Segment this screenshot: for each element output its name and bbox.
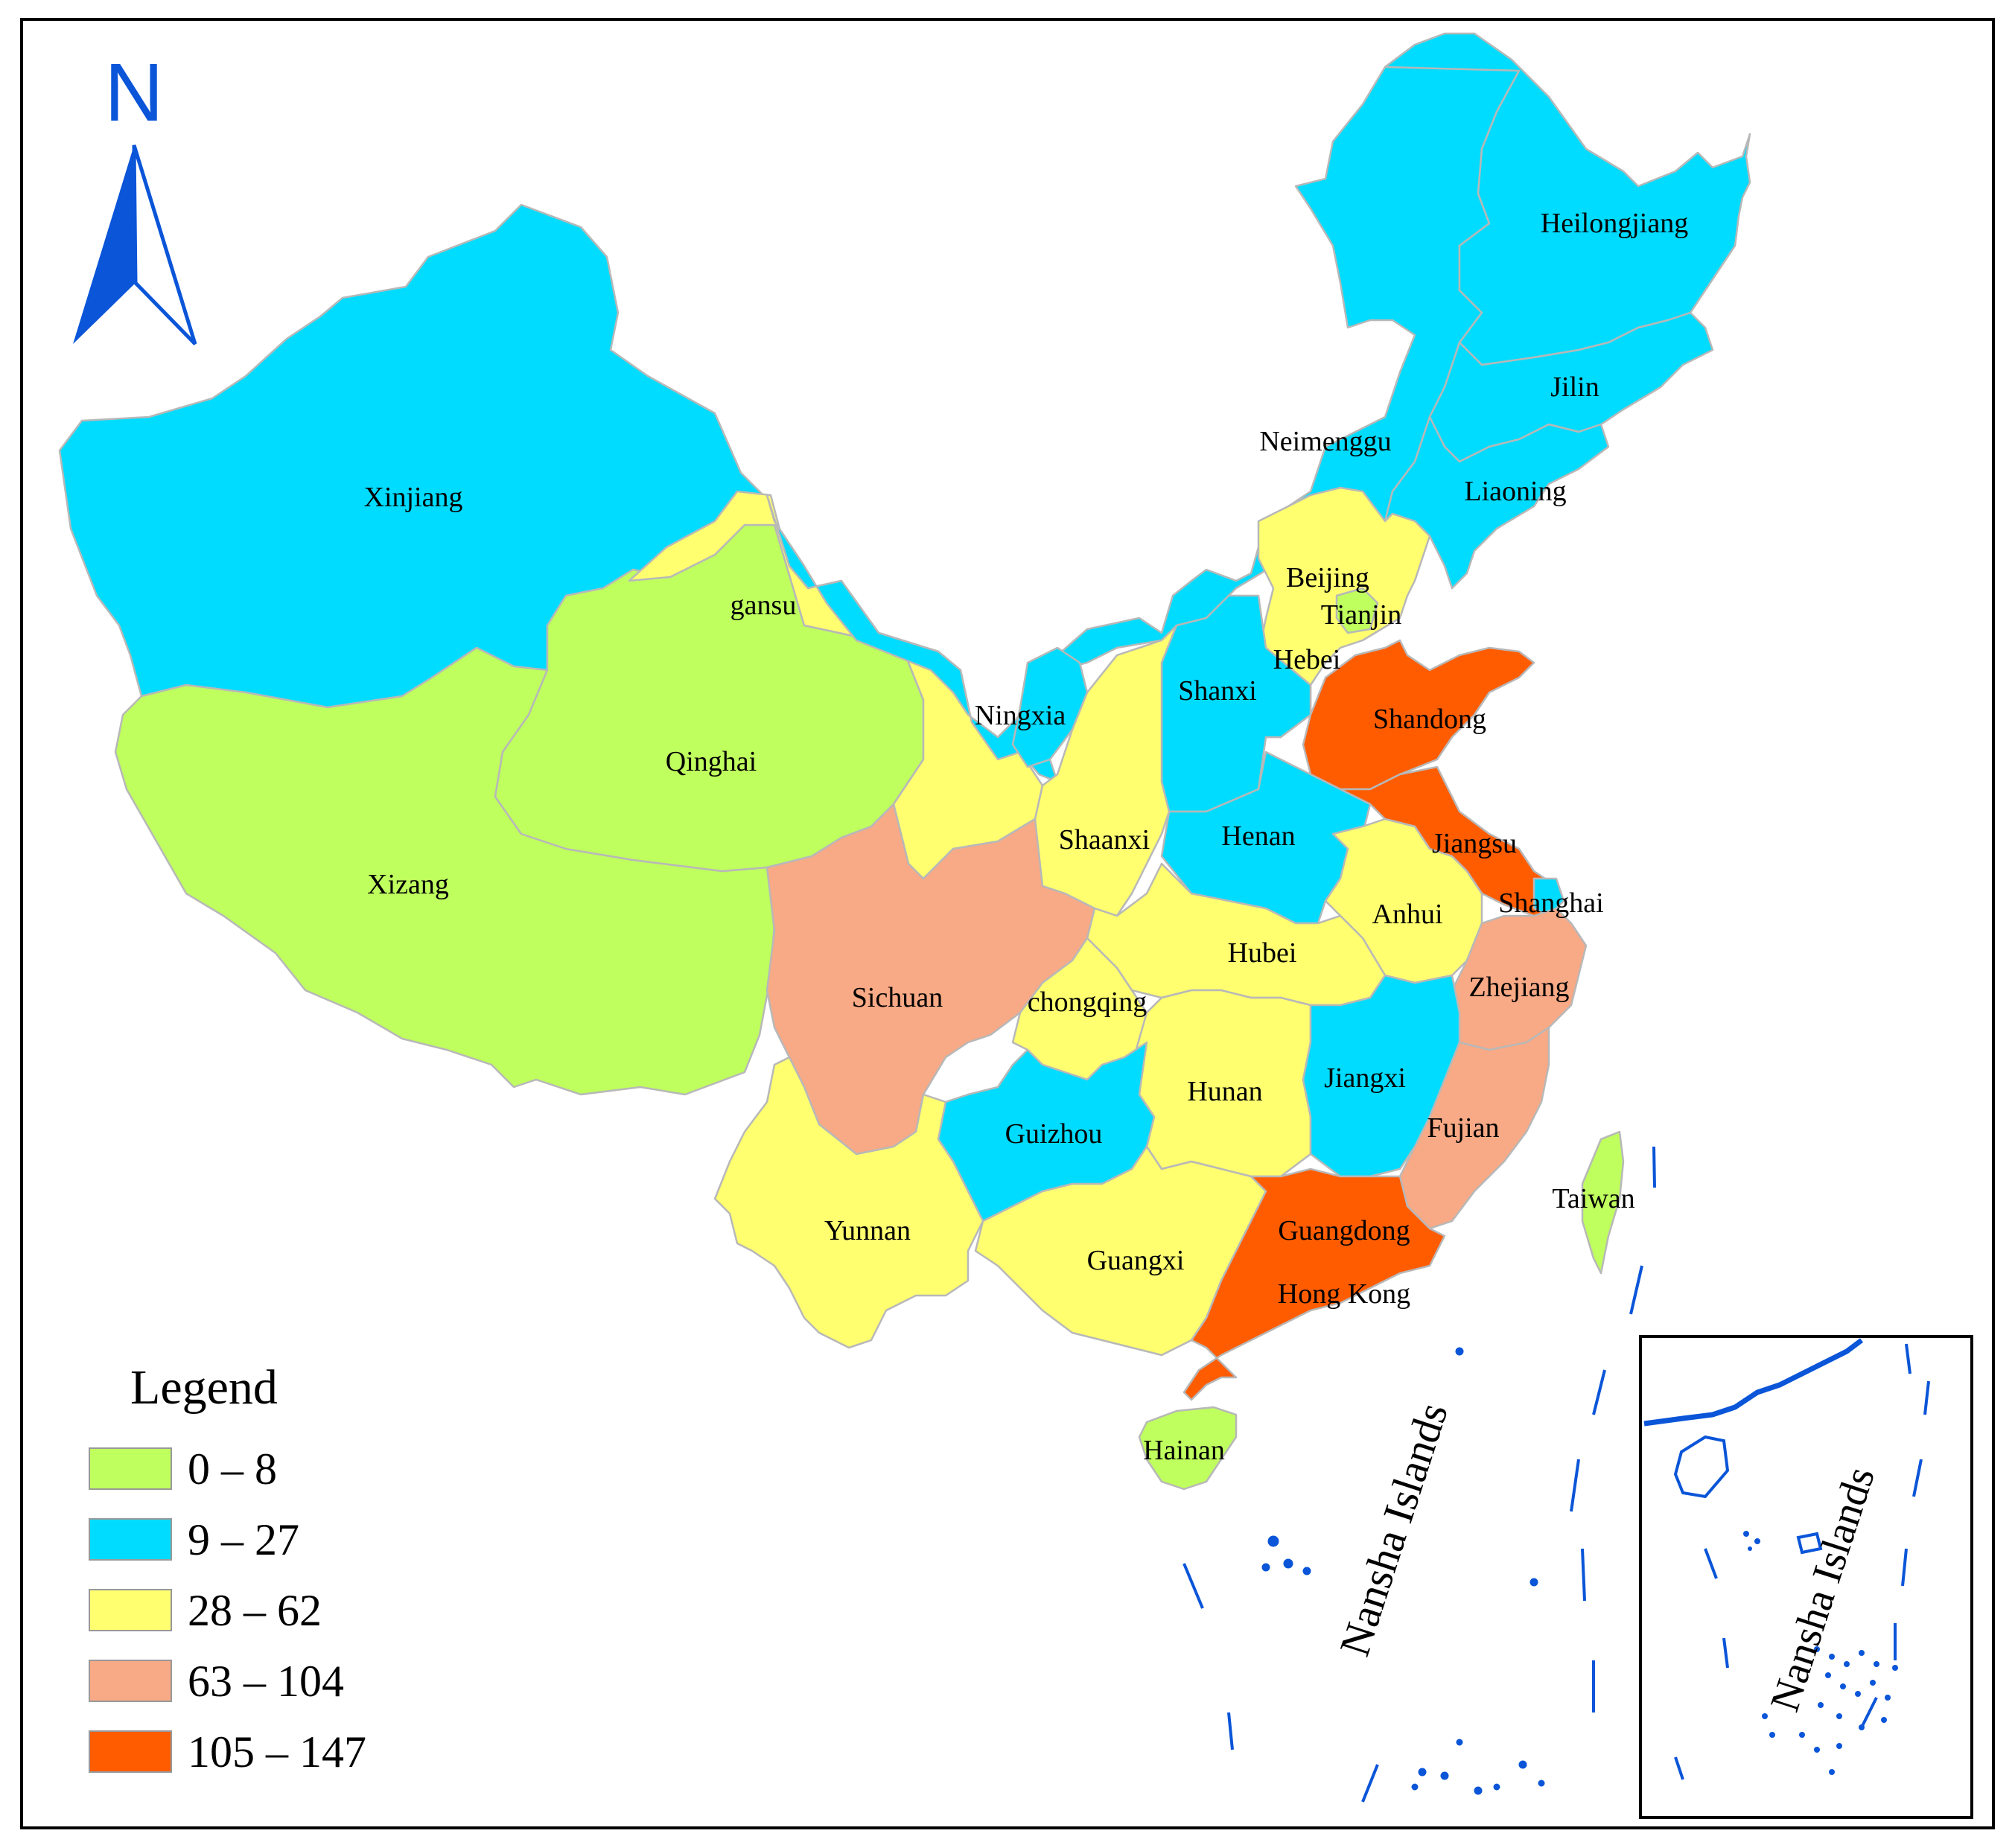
- region-hainan[interactable]: [1138, 1406, 1238, 1491]
- legend-label-4: 105 – 147: [188, 1727, 366, 1777]
- legend-swatch-3: [89, 1660, 172, 1702]
- legend-label-2: 28 – 62: [188, 1586, 322, 1635]
- legend-label-3: 63 – 104: [188, 1657, 344, 1706]
- legend-title: Legend: [130, 1360, 278, 1415]
- label-xinjiang: Xinjiang: [364, 482, 463, 513]
- region-yunnan[interactable]: [713, 1056, 984, 1349]
- label-chongqing: chongqing: [1028, 987, 1147, 1018]
- inset-island-dots: [1743, 1531, 1898, 1775]
- province-labels: Xinjiang Xizang Qinghai gansu Neimenggu …: [364, 208, 1689, 1466]
- region-xizang[interactable]: [114, 646, 776, 1096]
- region-guangdong[interactable]: [1182, 1167, 1446, 1401]
- inset-coastline: [1643, 1338, 1864, 1427]
- provinces-layer: [58, 32, 1751, 1491]
- label-hong-kong: Hong Kong: [1278, 1278, 1410, 1310]
- legend-swatch-4: [89, 1730, 172, 1773]
- inset-dashes: [1674, 1343, 1930, 1780]
- label-shandong: Shandong: [1373, 704, 1486, 735]
- region-tianjin[interactable]: [1335, 587, 1379, 634]
- label-taiwan: Taiwan: [1552, 1183, 1634, 1214]
- label-ningxia: Ningxia: [975, 700, 1066, 731]
- label-fujian: Fujian: [1427, 1112, 1499, 1144]
- label-shanghai: Shanghai: [1498, 888, 1603, 919]
- inset-hainan-outline: [1673, 1435, 1730, 1499]
- north-arrow-right-half: [132, 144, 197, 345]
- label-shanxi: Shanxi: [1178, 675, 1257, 707]
- label-gansu: gansu: [730, 590, 797, 621]
- south-china-sea-features: [1182, 1146, 1656, 1803]
- label-zhejiang: Zhejiang: [1468, 972, 1569, 1003]
- legend-label-1: 9 – 27: [188, 1515, 299, 1564]
- label-heilongjiang: Heilongjiang: [1541, 208, 1688, 239]
- label-guangdong: Guangdong: [1278, 1215, 1410, 1246]
- north-arrow-label: N: [104, 47, 163, 138]
- label-hubei: Hubei: [1228, 937, 1297, 969]
- label-neimenggu: Neimenggu: [1259, 426, 1391, 457]
- label-jiangsu: Jiangsu: [1432, 828, 1517, 859]
- nansha-inset: Nansha Islands: [1639, 1335, 1973, 1819]
- label-sichuan: Sichuan: [852, 982, 943, 1013]
- label-hebei: Hebei: [1273, 644, 1341, 675]
- label-anhui: Anhui: [1372, 899, 1443, 930]
- label-jiangxi: Jiangxi: [1324, 1062, 1406, 1094]
- label-shaanxi: Shaanxi: [1059, 824, 1150, 856]
- nansha-islands-label: Nansha Islands: [1330, 1397, 1457, 1662]
- label-xizang: Xizang: [367, 869, 449, 900]
- label-guangxi: Guangxi: [1087, 1245, 1185, 1276]
- label-jilin: Jilin: [1550, 372, 1599, 403]
- legend-label-0: 0 – 8: [188, 1444, 277, 1494]
- label-guizhou: Guizhou: [1005, 1118, 1103, 1150]
- label-henan: Henan: [1221, 821, 1295, 852]
- legend-swatch-0: [89, 1447, 172, 1490]
- label-liaoning: Liaoning: [1464, 476, 1566, 507]
- legend-swatch-2: [89, 1589, 172, 1631]
- legend: Legend 0 – 8 9 – 27 28 – 62 63 – 104 105 – 1…: [89, 1360, 366, 1777]
- legend-swatch-1: [89, 1518, 172, 1561]
- label-hainan: Hainan: [1143, 1435, 1225, 1466]
- label-tianjin: Tianjin: [1321, 599, 1401, 631]
- region-taiwan[interactable]: [1581, 1130, 1625, 1275]
- north-arrow: N: [73, 47, 197, 345]
- region-ningxia[interactable]: [1011, 646, 1089, 768]
- inset-islet: [1796, 1532, 1823, 1555]
- label-hunan: Hunan: [1187, 1076, 1262, 1107]
- label-yunnan: Yunnan: [824, 1215, 911, 1246]
- region-heilongjiang[interactable]: [1384, 32, 1751, 366]
- north-arrow-left-half: [73, 145, 136, 344]
- label-qinghai: Qinghai: [666, 746, 757, 777]
- label-beijing: Beijing: [1286, 562, 1369, 593]
